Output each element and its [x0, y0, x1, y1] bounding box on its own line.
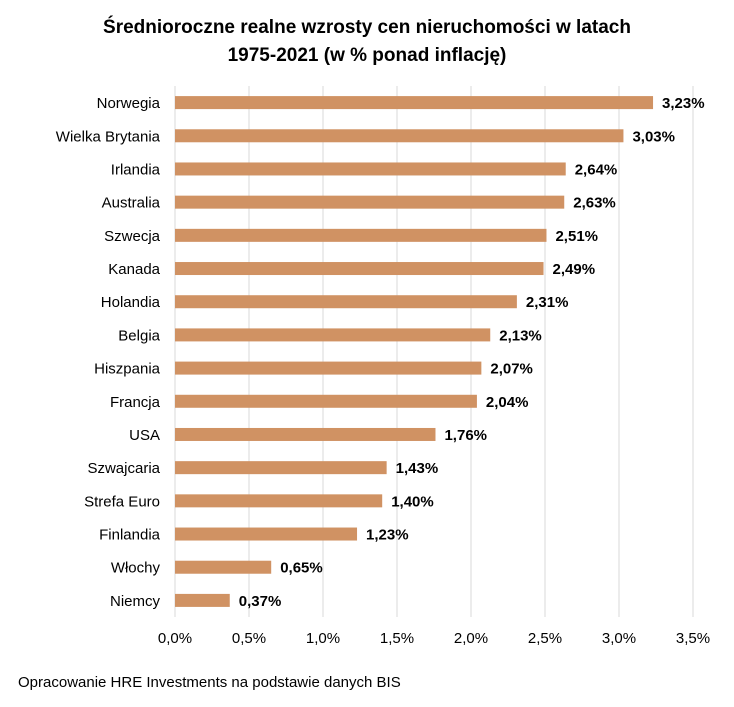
data-label: 0,37% [239, 593, 282, 610]
data-label: 2,51% [555, 228, 598, 245]
data-label: 2,31% [526, 294, 569, 311]
bar [175, 593, 230, 607]
category-label: Wielka Brytania [56, 128, 161, 145]
source-note: Opracowanie HRE Investments na podstawie… [18, 674, 401, 691]
category-label: Hiszpania [94, 361, 161, 378]
bar [175, 361, 482, 375]
category-label: Belgia [118, 327, 160, 344]
bar [175, 195, 565, 209]
category-label: Australia [102, 195, 161, 212]
bars [175, 96, 654, 607]
bar [175, 96, 654, 110]
data-label: 2,64% [575, 161, 618, 178]
x-tick-label: 3,0% [602, 630, 636, 647]
chart-title: Średnioroczne realne wzrosty cen nieruch… [0, 14, 734, 70]
data-label: 1,40% [391, 493, 434, 510]
category-label: Niemcy [110, 593, 161, 610]
chart-title-line-2: 1975-2021 (w % ponad inflację) [227, 45, 507, 66]
x-tick-label: 1,0% [306, 630, 340, 647]
data-label: 2,49% [553, 261, 596, 278]
x-tick-label: 1,5% [380, 630, 414, 647]
bar [175, 527, 358, 541]
data-label: 1,76% [444, 427, 487, 444]
bar [175, 461, 387, 475]
x-tick-label: 0,5% [232, 630, 266, 647]
bar [175, 560, 272, 574]
category-label: Irlandia [111, 161, 161, 178]
bar [175, 394, 477, 408]
data-label: 1,43% [396, 460, 439, 477]
category-label: Norwegia [97, 95, 161, 112]
category-label: Holandia [101, 294, 161, 311]
category-label: Finlandia [99, 527, 161, 544]
category-label: USA [129, 427, 160, 444]
x-tick-label: 2,5% [528, 630, 562, 647]
category-label: Strefa Euro [84, 493, 160, 510]
bar [175, 228, 547, 242]
x-tick-labels: 0,0% 0,5% 1,0% 1,5% 2,0% 2,5% 3,0% 3,5% [158, 630, 710, 647]
bar [175, 295, 517, 309]
category-label: Francja [110, 394, 161, 411]
chart-title-line-1: Średnioroczne realne wzrosty cen nieruch… [103, 17, 631, 38]
x-tick-label: 3,5% [676, 630, 710, 647]
category-label: Szwajcaria [87, 460, 160, 477]
category-label: Szwecja [104, 228, 161, 245]
data-labels: 3,23% 3,03% 2,64% 2,63% 2,51% 2,49% 2,31% 2,13%… [239, 95, 705, 610]
bar [175, 494, 383, 508]
bar [175, 162, 566, 176]
bar [175, 129, 624, 143]
data-label: 3,03% [632, 128, 675, 145]
bar [175, 262, 544, 276]
data-label: 2,04% [486, 394, 529, 411]
data-label: 0,65% [280, 560, 323, 577]
data-label: 1,23% [366, 527, 409, 544]
data-label: 3,23% [662, 95, 705, 112]
category-labels: Norwegia Wielka Brytania Irlandia Australia… [56, 95, 161, 610]
category-label: Kanada [108, 261, 160, 278]
bar [175, 427, 436, 441]
data-label: 2,63% [573, 195, 616, 212]
x-tick-label: 0,0% [158, 630, 192, 647]
data-label: 2,13% [499, 327, 542, 344]
data-label: 2,07% [490, 361, 533, 378]
x-tick-label: 2,0% [454, 630, 488, 647]
category-label: Włochy [111, 560, 161, 577]
bar [175, 328, 491, 342]
